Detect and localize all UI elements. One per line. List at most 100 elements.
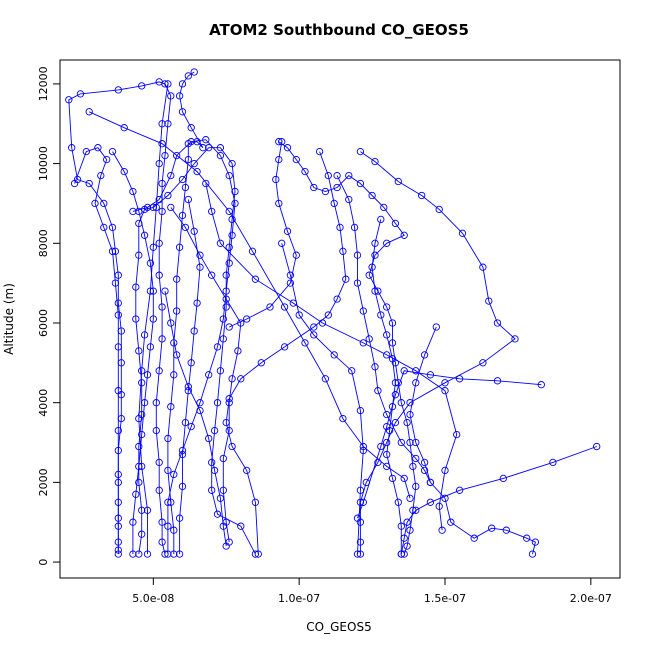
data-point [219, 335, 227, 343]
data-point [359, 446, 367, 455]
data-point [216, 151, 225, 160]
series-22 [129, 136, 239, 558]
data-point [397, 550, 405, 558]
series-line [138, 83, 169, 555]
data-point [458, 229, 467, 237]
data-point [100, 199, 108, 208]
data-point [292, 155, 300, 164]
data-point [383, 351, 391, 359]
data-point [359, 442, 367, 451]
data-point [208, 207, 216, 216]
data-point [114, 343, 122, 351]
data-point [76, 90, 85, 98]
data-point [441, 387, 449, 395]
y-axis-label: Altitude (m) [2, 283, 16, 355]
plot-frame [59, 59, 621, 579]
y-tick-label: 2000 [37, 468, 50, 496]
data-point [187, 138, 195, 146]
data-point [412, 367, 420, 375]
series-19 [368, 215, 405, 558]
data-point [146, 259, 155, 267]
data-point [359, 307, 367, 315]
data-point [356, 538, 365, 546]
data-point [155, 195, 163, 204]
data-point [196, 263, 204, 271]
data-point [190, 227, 198, 235]
data-point [114, 299, 122, 307]
series-line [229, 141, 297, 328]
data-point [394, 498, 402, 506]
series-line [68, 81, 172, 555]
data-point [135, 347, 143, 355]
data-point [409, 462, 417, 471]
data-point [164, 434, 172, 443]
data-point [420, 351, 429, 359]
data-point [289, 299, 297, 307]
data-point [167, 171, 175, 180]
data-point [348, 367, 356, 375]
data-point [140, 231, 149, 239]
data-point [438, 526, 446, 534]
data-point [383, 331, 391, 339]
data-point [251, 498, 260, 506]
data-point [190, 159, 198, 168]
data-point [441, 379, 449, 387]
data-point [272, 175, 280, 184]
data-point [418, 191, 426, 200]
series-line [167, 71, 204, 555]
series-15 [225, 138, 300, 331]
data-point [138, 430, 146, 439]
data-point [301, 167, 309, 176]
series-20 [161, 287, 230, 550]
y-tick-label: 0 [37, 559, 50, 566]
data-point [286, 279, 295, 287]
data-point [406, 410, 414, 419]
series-line [179, 199, 201, 555]
data-point [178, 175, 187, 184]
data-point [140, 331, 149, 339]
data-point [164, 466, 172, 475]
data-point [164, 191, 172, 200]
data-point [178, 80, 187, 88]
data-point [447, 518, 455, 526]
data-point [152, 426, 160, 435]
data-point [225, 207, 233, 216]
data-point [135, 478, 143, 487]
data-point [222, 287, 230, 295]
data-point [493, 319, 502, 327]
data-point [295, 311, 303, 319]
data-point [455, 375, 464, 383]
data-point [216, 494, 225, 502]
data-point [161, 151, 169, 160]
data-point [359, 339, 367, 347]
data-point [371, 251, 379, 259]
data-point [181, 418, 190, 427]
data-point [403, 418, 411, 427]
data-point [403, 518, 411, 526]
data-point [146, 343, 155, 351]
data-point [356, 147, 365, 156]
data-point [161, 80, 169, 88]
data-point [164, 522, 172, 530]
data-point [65, 96, 73, 104]
data-point [173, 351, 181, 359]
data-point [91, 199, 99, 208]
data-point [251, 275, 260, 283]
data-point [152, 203, 160, 212]
data-point [143, 506, 152, 514]
x-tick-label: 1.5e-07 [424, 592, 466, 605]
data-point [219, 315, 227, 323]
data-point [135, 207, 143, 216]
data-point [388, 355, 397, 363]
data-point [181, 223, 190, 232]
data-point [210, 426, 219, 435]
series-line [164, 291, 227, 547]
data-point [158, 518, 166, 526]
data-point [68, 144, 76, 152]
data-point [537, 381, 545, 389]
data-point [426, 498, 435, 506]
data-point [114, 86, 122, 94]
data-point [129, 207, 137, 216]
data-point [167, 203, 175, 212]
data-point [167, 403, 175, 411]
